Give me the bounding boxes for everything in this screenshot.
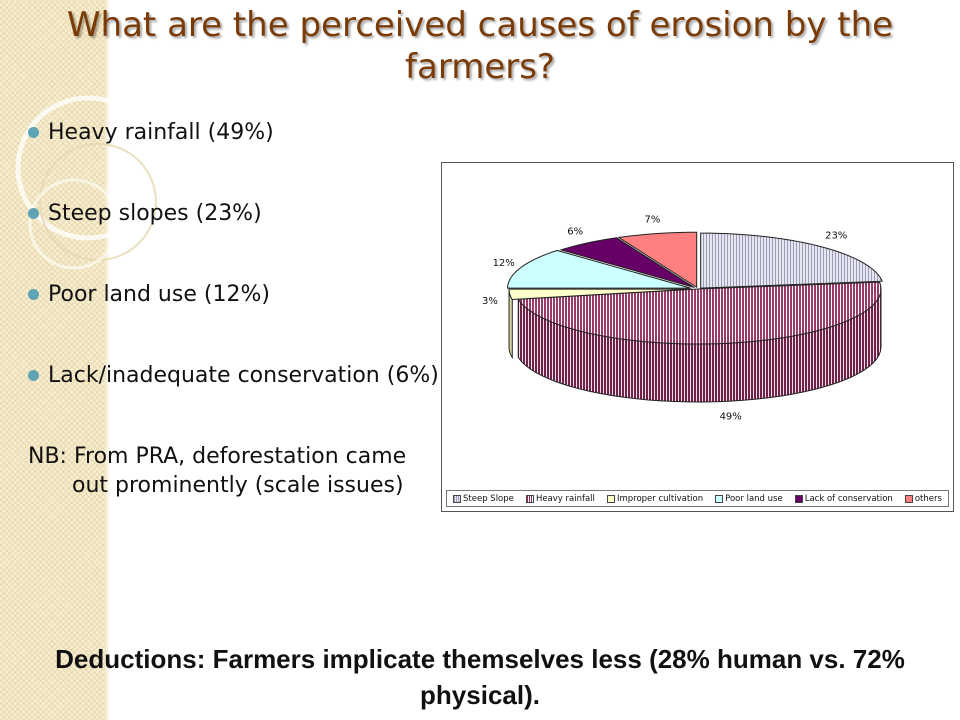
deductions-text: Deductions: Farmers implicate themselves… — [55, 644, 905, 710]
pie-data-label: 12% — [493, 258, 515, 269]
pie-chart: 23% 49% 3% 12% 6% 7% Steep Slope Heavy rainfa… — [441, 162, 954, 512]
legend-item: Steep Slope — [453, 494, 514, 504]
legend-label: Heavy rainfall — [535, 493, 595, 504]
slide-title-line-1: What are the perceived causes of erosion… — [66, 5, 894, 45]
pie-data-label: 23% — [825, 231, 847, 242]
left-decorative-band — [0, 0, 104, 720]
legend-label: others — [914, 493, 942, 504]
legend-swatch — [606, 494, 615, 503]
legend-item: Heavy rainfall — [525, 493, 595, 504]
legend-swatch — [525, 494, 534, 503]
pie-data-label: 3% — [482, 296, 498, 307]
slide-title: What are the perceived causes of erosion… — [0, 4, 960, 88]
legend-swatch — [453, 494, 462, 503]
legend-swatch — [715, 494, 724, 503]
legend-item: Poor land use — [715, 494, 783, 504]
pie-slice-lack-of-conservation — [559, 237, 695, 289]
bullet-item: Heavy rainfall (49%) — [28, 118, 448, 147]
decorative-circles — [15, 95, 160, 270]
bullet-dot-icon — [28, 289, 39, 300]
note-text: NB: From PRA, deforestation came out pro… — [28, 444, 407, 498]
bullet-text: Heavy rainfall (49%) — [48, 120, 274, 145]
bullet-text: Steep slopes (23%) — [48, 201, 262, 226]
bullet-dot-icon — [28, 127, 39, 138]
legend-item: Improper cultivation — [606, 493, 704, 504]
left-band-edge — [104, 0, 110, 720]
legend-label: Improper cultivation — [616, 493, 704, 504]
pie-data-label: 7% — [644, 215, 660, 226]
pie-slice-steep-slope — [700, 232, 883, 289]
legend-label: Steep Slope — [463, 493, 514, 504]
bullet-text: Lack/inadequate conservation (6%) — [48, 363, 439, 388]
pie-data-label: 49% — [720, 411, 742, 422]
legend-label: Poor land use — [725, 493, 783, 504]
pie-slice-improper-cultivation — [508, 288, 693, 300]
legend-item: Lack of conservation — [794, 493, 893, 504]
pie-slice-poor-land-use — [507, 249, 691, 289]
chart-legend: Steep Slope Heavy rainfall Improper cult… — [446, 490, 949, 507]
legend-swatch — [794, 494, 803, 503]
pie-data-label: 6% — [567, 227, 583, 238]
note-item: NB: From PRA, deforestation came out pro… — [28, 442, 448, 500]
bullet-text: Poor land use (12%) — [48, 282, 270, 307]
legend-label: Lack of conservation — [804, 493, 893, 504]
bullet-item: Poor land use (12%) — [28, 280, 448, 309]
slide-title-line-2: farmers? — [405, 47, 555, 87]
legend-item: others — [904, 493, 942, 504]
bullet-item: Steep slopes (23%) — [28, 199, 448, 228]
bullet-item: Lack/inadequate conservation (6%) — [28, 361, 448, 390]
pie-slice-others — [617, 231, 698, 289]
bullet-dot-icon — [28, 208, 39, 219]
bullet-dot-icon — [28, 370, 39, 381]
pie-slice-heavy-rainfall — [517, 281, 882, 345]
legend-swatch — [904, 494, 913, 503]
pie-chart-svg: 23% 49% 3% 12% 6% 7% — [482, 215, 883, 422]
bullet-list: Heavy rainfall (49%) Steep slopes (23%) … — [28, 118, 448, 552]
